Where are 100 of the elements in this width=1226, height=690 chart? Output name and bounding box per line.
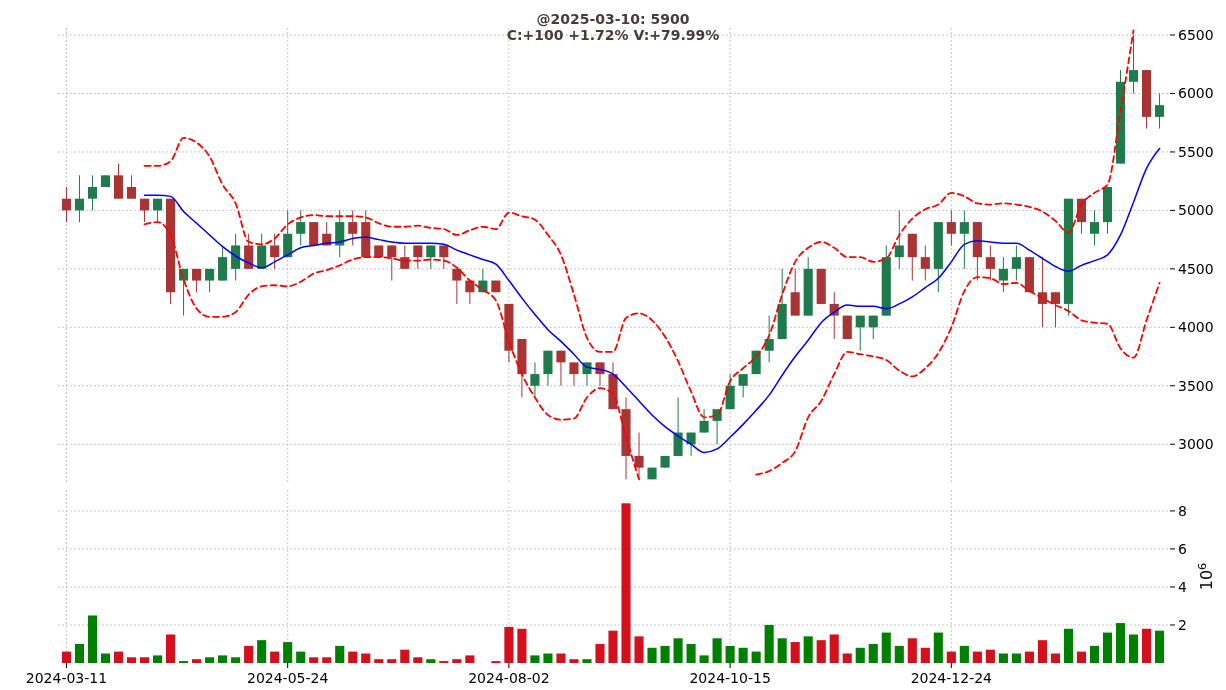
bar: [816, 640, 826, 663]
candlestick: [1011, 244, 1021, 282]
candlestick: [855, 315, 865, 352]
candlestick: [959, 209, 969, 270]
candlestick: [87, 174, 98, 211]
bar: [985, 649, 995, 663]
y-tick-label: 3000: [1178, 436, 1214, 453]
candlestick: [348, 209, 358, 246]
candlestick: [296, 209, 306, 246]
bar: [946, 651, 956, 663]
y-tick-label: 2: [1178, 616, 1187, 633]
bar: [621, 503, 631, 663]
bar: [87, 615, 98, 663]
candlestick: [738, 373, 748, 398]
bar: [374, 659, 384, 663]
bar: [543, 653, 553, 663]
candlestick: [1050, 291, 1060, 328]
y-tick-label: 4: [1178, 578, 1187, 595]
bar: [751, 651, 761, 663]
bar: [764, 624, 774, 663]
candlestick: [569, 361, 579, 387]
candlestick: [257, 233, 267, 270]
bar: [113, 651, 124, 663]
bar: [569, 659, 579, 663]
candlestick: [1037, 256, 1047, 328]
y-tick-label: 5500: [1178, 143, 1214, 160]
bar: [1115, 623, 1126, 663]
bar: [686, 643, 696, 663]
bar: [647, 647, 657, 663]
bar: [907, 638, 917, 663]
chart-subtitle: C:+100 +1.72% V:+79.99%: [506, 27, 720, 43]
candlestick: [790, 268, 800, 317]
candlestick: [218, 244, 228, 282]
bar: [192, 659, 202, 663]
bar: [920, 647, 930, 663]
candlestick: [985, 244, 995, 282]
bar: [413, 657, 423, 663]
candlestick: [764, 315, 774, 363]
bar: [1076, 651, 1087, 663]
bar: [517, 628, 527, 663]
y-tick-label: 6000: [1178, 85, 1214, 102]
bar: [218, 655, 228, 663]
bar: [829, 634, 839, 663]
bar: [361, 653, 371, 663]
bar: [777, 638, 787, 663]
candlestick: [439, 244, 449, 270]
bar: [1128, 634, 1139, 663]
bar: [1050, 653, 1060, 663]
candlestick: [426, 244, 436, 270]
bar: [842, 653, 852, 663]
bar: [139, 657, 150, 663]
bar: [1089, 645, 1100, 663]
bar: [465, 655, 475, 663]
bar: [1102, 632, 1113, 663]
bar: [1011, 653, 1021, 663]
bar: [738, 647, 748, 663]
candlestick: [634, 432, 644, 480]
candlestick: [270, 233, 280, 270]
bar: [530, 655, 540, 663]
bar: [348, 651, 358, 663]
bar: [257, 640, 267, 663]
candlestick: [74, 174, 85, 223]
bar: [309, 657, 319, 663]
candlestick: [1128, 34, 1139, 94]
y-tick-label: 5000: [1178, 202, 1214, 219]
bar: [126, 657, 137, 663]
x-tick-label: 2024-03-11: [25, 670, 108, 686]
bar: [504, 626, 514, 663]
candlestick: [1154, 92, 1165, 130]
bar: [634, 636, 644, 663]
bar: [556, 653, 566, 663]
candlestick: [231, 233, 241, 282]
x-tick-label: 2024-05-24: [246, 670, 329, 686]
bar: [1024, 651, 1034, 663]
bar: [725, 645, 735, 663]
candlestick: [946, 209, 956, 246]
x-tick-label: 2024-12-24: [910, 670, 993, 686]
line-series: [143, 147, 1161, 454]
bar: [152, 655, 163, 663]
candlestick: [556, 350, 566, 387]
y-tick-label: 4500: [1178, 260, 1214, 277]
candlestick: [413, 244, 423, 270]
candlestick: [452, 268, 462, 305]
bar: [1154, 630, 1165, 663]
candlestick: [907, 233, 917, 282]
candlestick: [920, 244, 930, 282]
y-tick-label: 8: [1178, 502, 1187, 519]
bar: [283, 642, 293, 663]
x-tick-label: 2024-10-15: [689, 670, 771, 686]
candlestick: [894, 209, 904, 270]
candlestick: [244, 233, 254, 270]
y-tick-label: 3500: [1178, 377, 1214, 394]
candlestick: [126, 174, 137, 200]
bar: [998, 653, 1008, 663]
bar: [400, 649, 410, 663]
bar: [595, 643, 605, 663]
bar: [166, 634, 176, 663]
bar: [296, 651, 306, 663]
bar: [231, 657, 241, 663]
bar: [881, 632, 891, 663]
